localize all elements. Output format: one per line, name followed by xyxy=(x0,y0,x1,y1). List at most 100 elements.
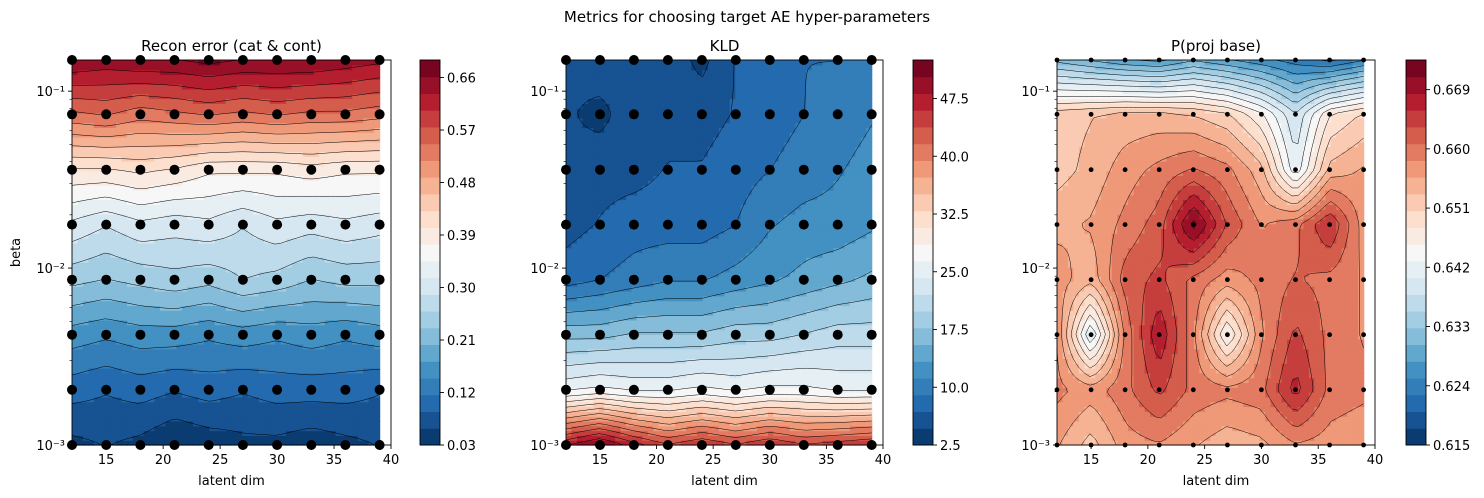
contour-cell xyxy=(137,368,145,374)
contour-cell xyxy=(341,295,348,302)
contour-cell xyxy=(341,262,348,268)
contour-cell xyxy=(214,180,221,186)
contour-cell xyxy=(330,137,337,143)
contour-cell xyxy=(247,353,254,359)
contour-cell xyxy=(247,88,254,95)
contour-cell xyxy=(165,242,172,249)
contour-cell xyxy=(247,348,254,355)
contour-cell xyxy=(302,238,309,244)
contour-cell xyxy=(247,286,254,292)
contour-cell xyxy=(181,60,188,66)
contour-cell xyxy=(269,363,276,369)
contour-cell xyxy=(297,372,304,379)
contour-cell xyxy=(308,310,315,316)
contour-cell xyxy=(88,295,95,302)
contour-cell xyxy=(242,204,249,210)
contour-cell xyxy=(121,363,128,369)
contour-cell xyxy=(335,266,342,273)
contour-line xyxy=(71,392,380,405)
contour-cell xyxy=(275,339,282,345)
contour-cell xyxy=(330,286,337,292)
contour-cell xyxy=(324,324,331,331)
contour-cell xyxy=(231,137,238,143)
contour-cell xyxy=(110,266,117,273)
contour-cell xyxy=(368,156,375,162)
contour-cell xyxy=(214,132,221,138)
contour-cell xyxy=(269,79,276,85)
contour-cell xyxy=(104,368,112,374)
contour-cell xyxy=(352,319,359,326)
contour-cell xyxy=(346,425,353,432)
contour-cell xyxy=(198,406,205,412)
contour-cell xyxy=(286,60,293,66)
contour-cell xyxy=(77,170,84,177)
contour-cell xyxy=(647,416,654,422)
contour-cell xyxy=(291,151,298,157)
contour-cell xyxy=(313,84,320,90)
contour-cell xyxy=(170,247,177,254)
sample-point xyxy=(374,329,385,340)
contour-cell xyxy=(214,300,221,307)
contour-cell xyxy=(280,209,287,215)
sample-point xyxy=(203,109,214,120)
contour-cell xyxy=(148,156,155,162)
contour-cell xyxy=(110,175,117,181)
contour-cell xyxy=(313,141,320,148)
contour-cell xyxy=(247,305,254,311)
contour-cell xyxy=(757,420,764,427)
contour-cell xyxy=(352,84,359,90)
contour-cell xyxy=(253,93,260,100)
contour-cell xyxy=(192,117,199,124)
contour-cell xyxy=(104,156,112,162)
contour-cell xyxy=(680,416,687,422)
contour-cell xyxy=(154,108,161,114)
contour-cell xyxy=(209,209,216,215)
contour-cell xyxy=(247,185,254,191)
contour-cell xyxy=(746,416,753,422)
contour-cell xyxy=(374,382,381,388)
contour-cell xyxy=(363,276,370,282)
contour-cell xyxy=(275,358,282,364)
contour-cell xyxy=(231,175,238,181)
contour-cell xyxy=(286,199,293,205)
contour-cell xyxy=(137,257,145,263)
contour-cell xyxy=(220,199,227,205)
contour-cell xyxy=(176,161,183,167)
contour-cell xyxy=(297,146,304,153)
contour-cell xyxy=(137,416,145,422)
contour-cell xyxy=(352,262,359,268)
contour-cell xyxy=(225,132,232,138)
contour-cell xyxy=(330,368,337,374)
contour-cell xyxy=(93,392,101,398)
contour-cell xyxy=(88,199,95,205)
contour-cell xyxy=(324,329,331,335)
contour-cell xyxy=(154,396,161,403)
colorbar-band xyxy=(420,160,440,178)
contour-cell xyxy=(143,276,150,282)
contour-cell xyxy=(137,252,145,258)
contour-cell xyxy=(258,88,265,95)
contour-cell xyxy=(77,204,84,210)
contour-cell xyxy=(165,112,172,119)
contour-cell xyxy=(291,358,298,364)
contour-cell xyxy=(264,141,271,148)
contour-cell xyxy=(735,430,742,436)
contour-cell xyxy=(335,79,342,85)
contour-cell xyxy=(165,165,172,172)
sample-points xyxy=(67,55,385,450)
contour-cell xyxy=(165,425,172,432)
contour-cell xyxy=(121,440,128,446)
contour-cell xyxy=(148,165,155,172)
contour-cell xyxy=(220,300,227,307)
contour-cell xyxy=(132,319,139,326)
contour-cell xyxy=(313,60,320,66)
contour-cell xyxy=(198,175,205,181)
contour-cell xyxy=(319,353,326,359)
contour-cell xyxy=(187,406,194,412)
contour-cell xyxy=(291,334,298,340)
contour-cell xyxy=(368,74,375,80)
contour-cell xyxy=(154,161,161,167)
contour-cell xyxy=(148,300,155,307)
contour-cell xyxy=(258,238,265,244)
contour-cell xyxy=(297,310,304,316)
